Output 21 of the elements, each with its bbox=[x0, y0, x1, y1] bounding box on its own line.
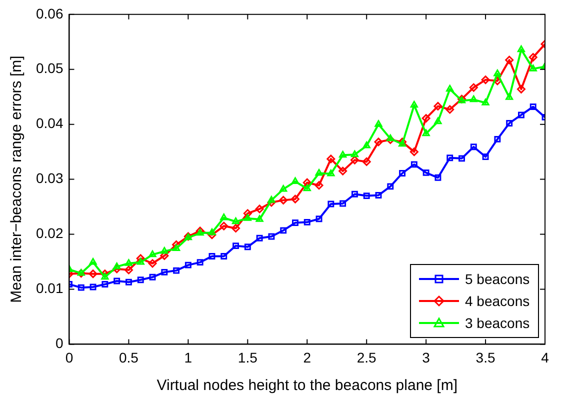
x-tick-label: 2.5 bbox=[356, 349, 377, 366]
y-tick-label: 0.06 bbox=[36, 5, 64, 22]
y-tick-label: 0.05 bbox=[36, 60, 64, 76]
x-tick-label: 1 bbox=[184, 349, 192, 366]
x-tick-label: 3 bbox=[422, 349, 430, 366]
x-tick-label: 4 bbox=[541, 349, 550, 366]
y-tick-label: 0 bbox=[55, 335, 64, 352]
legend-label: 4 beacons bbox=[465, 293, 530, 310]
x-tick-label: 1.5 bbox=[238, 349, 258, 366]
x-tick-label: 0.5 bbox=[118, 349, 139, 366]
y-tick-label: 0.04 bbox=[36, 115, 64, 132]
legend-label: 5 beacons bbox=[465, 271, 530, 288]
y-tick-label: 0.01 bbox=[36, 280, 64, 296]
y-tick-label: 0.02 bbox=[36, 225, 64, 242]
x-tick-label: 2 bbox=[303, 349, 312, 366]
x-axis-title: Virtual nodes height to the beacons plane [m] bbox=[156, 377, 458, 394]
legend-label: 3 beacons bbox=[465, 315, 530, 332]
x-tick-label: 0 bbox=[65, 349, 74, 366]
x-tick-label: 3.5 bbox=[476, 349, 496, 366]
y-axis-title: Mean inter−beacons range errors [m] bbox=[8, 56, 26, 303]
y-tick-label: 0.03 bbox=[36, 170, 64, 186]
